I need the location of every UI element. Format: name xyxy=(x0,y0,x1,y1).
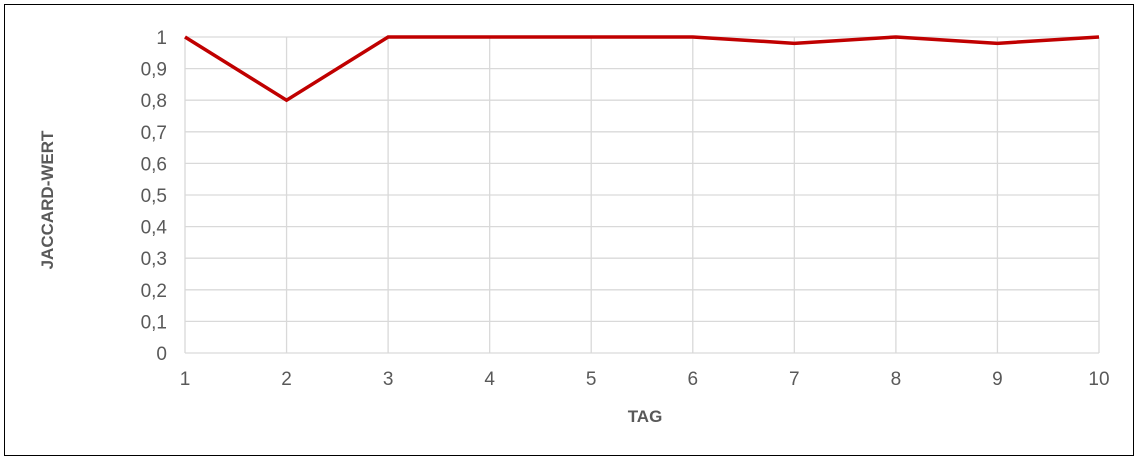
x-tick-label: 10 xyxy=(1088,369,1109,390)
x-tick-label: 8 xyxy=(891,369,902,390)
y-tick-label: 0 xyxy=(156,344,167,365)
y-tick-label: 0,4 xyxy=(141,218,168,239)
x-tick-label: 6 xyxy=(687,369,698,390)
grid-lines xyxy=(184,36,1100,354)
y-tick-label: 0,3 xyxy=(141,249,167,270)
x-tick-label: 4 xyxy=(484,369,495,390)
y-tick-label: 0,7 xyxy=(141,123,167,144)
y-tick-label: 0,2 xyxy=(141,281,167,302)
x-tick-label: 5 xyxy=(586,369,597,390)
x-tick-label: 7 xyxy=(789,369,800,390)
series-line xyxy=(184,35,1100,103)
y-tick-label: 0,9 xyxy=(141,60,167,81)
y-tick-label: 0,8 xyxy=(141,91,167,112)
y-axis-title: JACCARD-WERT xyxy=(38,130,57,269)
y-tick-label: 0,1 xyxy=(141,312,167,333)
x-axis-title: TAG xyxy=(628,407,663,426)
y-tick-labels: 0 0,1 0,2 0,3 0,4 0,5 0,6 0,7 0,8 0,9 1 xyxy=(141,28,168,365)
x-tick-label: 1 xyxy=(180,369,191,390)
y-tick-label: 0,5 xyxy=(141,186,167,207)
x-tick-label: 3 xyxy=(383,369,394,390)
x-tick-labels: 1 2 3 4 5 6 7 8 9 10 xyxy=(180,369,1110,390)
y-tick-label: 0,6 xyxy=(141,154,167,175)
x-tick-label: 2 xyxy=(281,369,292,390)
y-tick-label: 1 xyxy=(156,28,167,49)
series-layer xyxy=(184,35,1100,103)
x-tick-label: 9 xyxy=(992,369,1003,390)
